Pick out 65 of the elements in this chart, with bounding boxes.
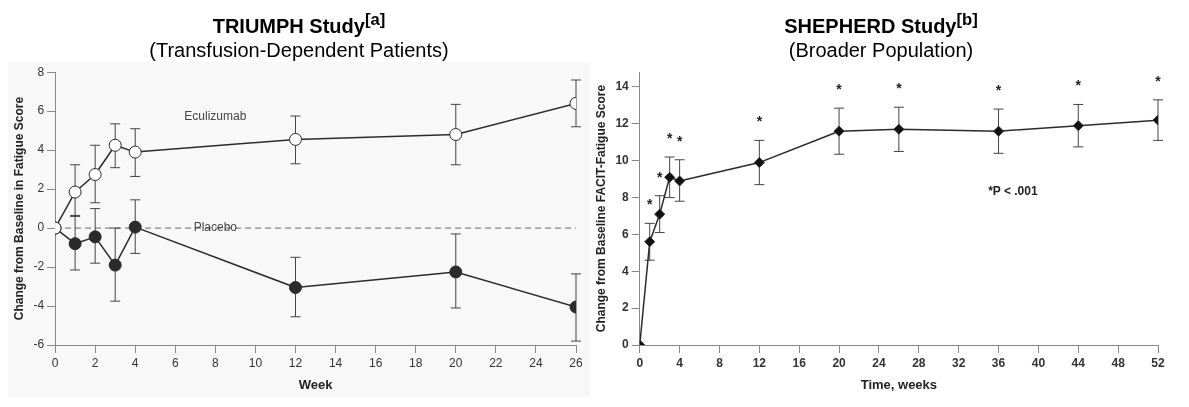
annotation: *P < .001: [988, 183, 1038, 198]
y-tick-label: 4: [37, 142, 45, 157]
annotation: *: [756, 113, 763, 130]
x-tick-label: 4: [131, 355, 139, 370]
x-tick-label: 8: [212, 355, 220, 370]
annotation: *: [676, 132, 683, 149]
x-tick-label: 12: [752, 355, 767, 370]
y-axis-title: Change from Baseline FACIT-Fatigue Score: [593, 84, 608, 332]
y-tick-label: 4: [622, 263, 630, 278]
y-tick-label: -2: [33, 259, 45, 274]
annotation: *: [666, 129, 673, 146]
annotation: *: [836, 80, 843, 97]
annotation: *: [995, 81, 1002, 98]
y-tick-label: 0: [622, 336, 630, 351]
x-tick-label: 18: [409, 355, 423, 370]
y-tick-label: 12: [615, 115, 630, 130]
chart-subtitle: (Transfusion-Dependent Patients): [148, 37, 450, 62]
x-tick-label: 52: [1151, 355, 1165, 370]
x-tick-label: 48: [1111, 355, 1126, 370]
y-tick-label: -6: [33, 336, 45, 351]
chart-title: SHEPHERD Study$^{[b]}$: [783, 9, 979, 38]
annotation: *: [1155, 72, 1162, 89]
annotation: *: [656, 168, 663, 185]
x-tick-label: 26: [569, 355, 583, 370]
y-tick-label: 8: [622, 189, 630, 204]
x-tick-label: 10: [248, 355, 263, 370]
x-tick-label: 2: [91, 355, 99, 370]
annotation: *: [896, 79, 903, 96]
x-tick-label: 24: [872, 355, 886, 370]
x-tick-label: 8: [716, 355, 724, 370]
x-tick-label: 40: [1031, 355, 1046, 370]
y-tick-label: 2: [622, 300, 630, 315]
x-axis-title: Time, weeks: [860, 376, 938, 392]
y-tick-label: 6: [37, 103, 45, 118]
x-tick-label: 12: [288, 355, 303, 370]
x-tick-label: 6: [171, 355, 179, 370]
x-tick-label: 28: [912, 355, 926, 370]
y-tick-label: -4: [33, 298, 45, 312]
y-tick-label: 0: [37, 220, 45, 235]
series-label: Eculizumab: [184, 108, 247, 123]
y-tick-label: 6: [622, 226, 630, 241]
x-tick-label: 0: [636, 355, 644, 370]
y-tick-label: 2: [37, 181, 45, 196]
x-tick-label: 24: [529, 355, 543, 370]
x-tick-label: 4: [676, 355, 684, 370]
y-tick-label: 10: [615, 152, 630, 167]
x-tick-label: 16: [792, 355, 807, 370]
annotation: *: [1075, 77, 1082, 94]
series-label: Placebo: [193, 219, 238, 234]
annotation: *: [646, 196, 653, 212]
x-tick-label: 22: [489, 355, 503, 370]
chart-title: TRIUMPH Study$^{[a]}$: [211, 9, 387, 38]
x-tick-label: 0: [51, 355, 59, 370]
x-axis-title: Week: [298, 376, 334, 392]
x-tick-label: 20: [449, 355, 463, 370]
x-tick-label: 44: [1071, 355, 1086, 370]
y-axis-title: Change from Baseline in Fatigue Score: [11, 96, 26, 320]
x-tick-label: 16: [368, 355, 383, 370]
x-tick-label: 20: [832, 355, 847, 370]
x-tick-label: 36: [991, 355, 1006, 370]
y-tick-label: 8: [37, 64, 45, 79]
x-tick-label: 32: [951, 355, 966, 370]
chart-subtitle: (Broader Population): [787, 37, 975, 62]
y-tick-label: 14: [615, 78, 630, 93]
x-tick-label: 14: [328, 355, 343, 370]
